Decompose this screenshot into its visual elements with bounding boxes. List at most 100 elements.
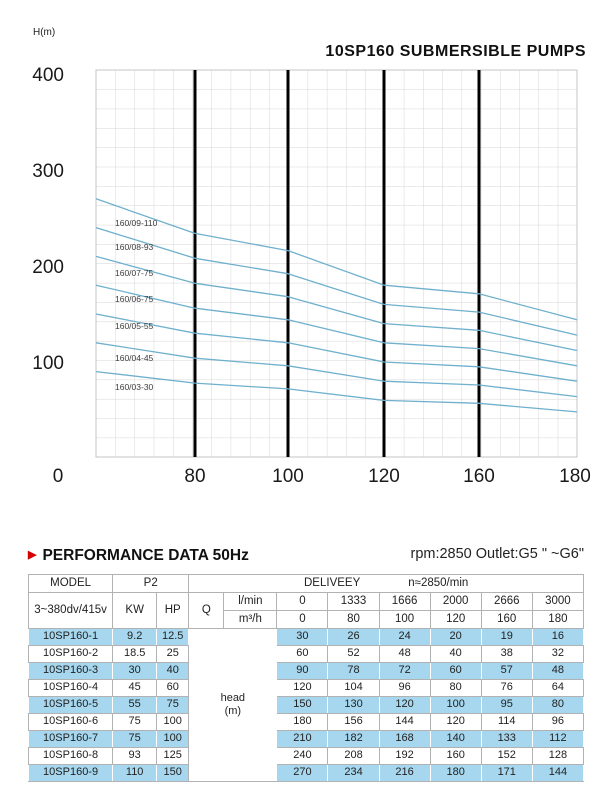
curve-160/05-55 <box>95 313 578 382</box>
kw-cell: 45 <box>112 678 158 697</box>
x-tick-80: 80 <box>184 466 205 487</box>
head-value-2: 72 <box>378 661 431 680</box>
head-value-3: 160 <box>429 746 482 765</box>
model-cell: 10SP160-9 <box>27 763 114 782</box>
head-value-4: 95 <box>480 695 533 714</box>
table-row-10SP160-2: 10SP160-2 18.5 25 60 52 48 40 38 32 <box>27 644 585 663</box>
curve-160/09-110 <box>95 198 578 321</box>
head-value-3: 180 <box>429 763 482 782</box>
performance-section: ▶ PERFORMANCE DATA 50Hz rpm:2850 Outlet:… <box>27 546 585 782</box>
unit-m3h: m³/h <box>223 609 278 629</box>
head-value-3: 40 <box>429 644 482 663</box>
model-cell: 10SP160-7 <box>27 729 114 748</box>
kw-cell: 75 <box>112 729 158 748</box>
y-tick-200: 200 <box>32 257 64 278</box>
head-value-5: 96 <box>531 712 585 731</box>
curve-160/07-75 <box>95 255 578 352</box>
table-row-10SP160-6: 10SP160-6 75 100 180 156 144 120 114 96 <box>27 712 585 731</box>
head-value-2: 144 <box>378 712 431 731</box>
red-triangle-icon: ▶ <box>28 549 37 561</box>
head-value-3: 60 <box>429 661 482 680</box>
curve-label-160/03-30: 160/03-30 <box>115 382 154 392</box>
q-header: Q <box>188 591 225 629</box>
hp-cell: 12.5 <box>156 627 190 646</box>
hp-cell: 40 <box>156 661 190 680</box>
head-value-5: 112 <box>531 729 585 748</box>
head-value-2: 24 <box>378 627 431 646</box>
head-value-1: 78 <box>327 661 380 680</box>
head-value-0: 210 <box>276 729 329 748</box>
x-tick-120: 120 <box>368 466 400 487</box>
model-cell: 10SP160-2 <box>27 644 114 663</box>
x-tick-180: 180 <box>559 466 591 487</box>
head-value-5: 80 <box>531 695 585 714</box>
curve-label-160/05-55: 160/05-55 <box>115 321 154 331</box>
table-row-10SP160-1: 10SP160-1 9.2 12.5 head (m) 30 26 24 20 19 16 <box>27 627 585 782</box>
table-row-10SP160-4: 10SP160-4 45 60 120 104 96 80 76 64 <box>27 678 585 697</box>
head-value-4: 57 <box>480 661 533 680</box>
hp-cell: 125 <box>156 746 190 765</box>
model-cell: 10SP160-4 <box>27 678 114 697</box>
flow-m3h-2: 100 <box>378 609 431 629</box>
head-value-4: 133 <box>480 729 533 748</box>
head-value-5: 16 <box>531 627 585 646</box>
p2-header: P2 <box>112 573 190 593</box>
head-value-2: 216 <box>378 763 431 782</box>
head-value-0: 270 <box>276 763 329 782</box>
head-value-1: 26 <box>327 627 380 646</box>
flow-lmin-4: 2666 <box>480 591 533 611</box>
head-value-5: 48 <box>531 661 585 680</box>
curve-160/08-93 <box>95 226 578 336</box>
head-value-0: 120 <box>276 678 329 697</box>
voltage-header: 3~380dv/415v <box>27 591 114 629</box>
head-label: head <box>220 692 246 705</box>
hp-cell: 75 <box>156 695 190 714</box>
hp-header: HP <box>156 591 190 629</box>
y-tick-300: 300 <box>32 161 64 182</box>
section-title: ▶ PERFORMANCE DATA 50Hz <box>28 547 249 565</box>
head-value-0: 150 <box>276 695 329 714</box>
table-row-10SP160-3: 10SP160-3 30 40 90 78 72 60 57 48 <box>27 661 585 680</box>
head-value-4: 114 <box>480 712 533 731</box>
y-tick-100: 100 <box>32 353 64 374</box>
table-row-10SP160-8: 10SP160-8 93 125 240 208 192 160 152 128 <box>27 746 585 765</box>
y-tick-400: 400 <box>32 65 64 86</box>
flow-lmin-1: 1333 <box>327 591 380 611</box>
hp-cell: 60 <box>156 678 190 697</box>
x-tick-100: 100 <box>272 466 304 487</box>
head-value-4: 171 <box>480 763 533 782</box>
x-tick-160: 160 <box>463 466 495 487</box>
flow-lmin-0: 0 <box>276 591 329 611</box>
model-cell: 10SP160-6 <box>27 712 114 731</box>
y-axis-unit-label: H(m) <box>33 27 56 38</box>
head-value-1: 182 <box>327 729 380 748</box>
head-value-1: 156 <box>327 712 380 731</box>
kw-cell: 55 <box>112 695 158 714</box>
curve-160/04-45 <box>95 342 578 398</box>
head-value-5: 32 <box>531 644 585 663</box>
head-value-2: 120 <box>378 695 431 714</box>
kw-cell: 18.5 <box>112 644 158 663</box>
head-value-1: 104 <box>327 678 380 697</box>
flow-lmin-5: 3000 <box>531 591 585 611</box>
hp-cell: 100 <box>156 729 190 748</box>
head-value-1: 130 <box>327 695 380 714</box>
table-row-10SP160-7: 10SP160-7 75 100 210 182 168 140 133 112 <box>27 729 585 748</box>
curve-label-160/06-75: 160/06-75 <box>115 294 154 304</box>
curve-160/06-75 <box>95 284 578 367</box>
kw-cell: 9.2 <box>112 627 158 646</box>
head-value-1: 234 <box>327 763 380 782</box>
curve-label-160/04-45: 160/04-45 <box>115 353 154 363</box>
head-value-1: 52 <box>327 644 380 663</box>
chart-canvas: 160/09-110 160/08-93 160/07-75 160/06-75 160… <box>32 65 591 487</box>
chart-grid <box>95 69 578 458</box>
pump-curve-chart: H(m) 10SP160 SUBMERSIBLE PUMPS 160/09-11… <box>32 27 591 487</box>
flow-m3h-1: 80 <box>327 609 380 629</box>
model-cell: 10SP160-1 <box>27 627 114 646</box>
hp-cell: 100 <box>156 712 190 731</box>
head-value-1: 208 <box>327 746 380 765</box>
kw-cell: 75 <box>112 712 158 731</box>
flow-m3h-5: 180 <box>531 609 585 629</box>
head-value-3: 140 <box>429 729 482 748</box>
